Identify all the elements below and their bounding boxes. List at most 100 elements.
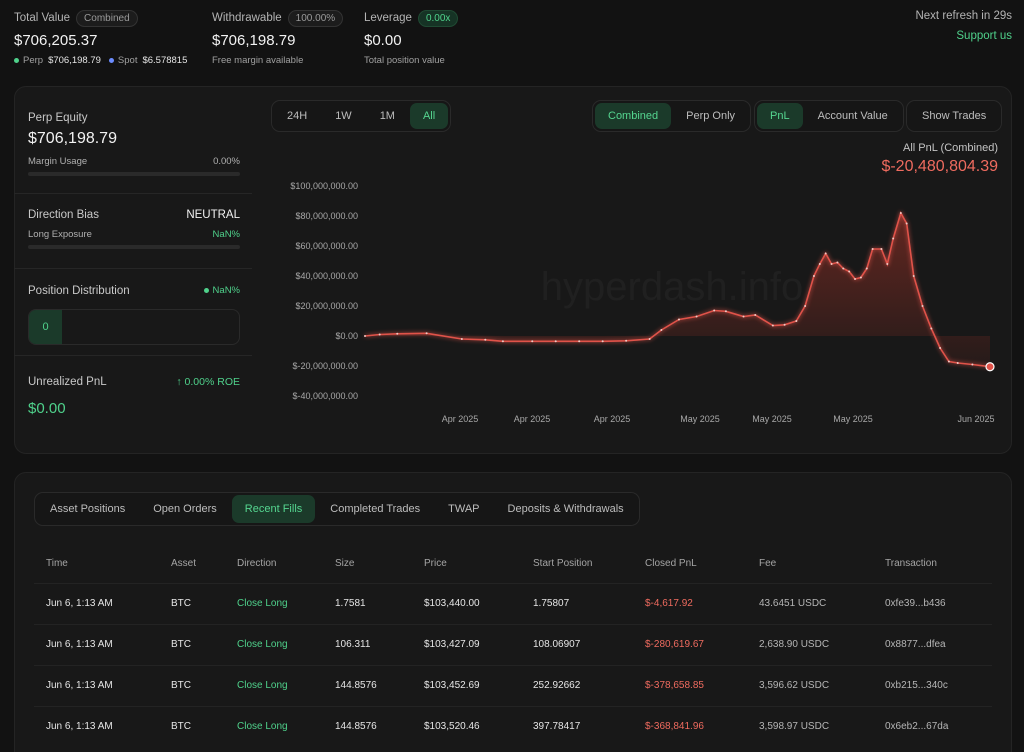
withdrawable-label: Withdrawable bbox=[212, 12, 282, 24]
withdrawable-badge: 100.00% bbox=[287, 9, 344, 27]
perp-only-button[interactable]: Perp Only bbox=[686, 110, 736, 122]
pnl-chart[interactable]: hyperdash.info $100,000,000.00 $80,000,00… bbox=[270, 140, 1010, 440]
column-header[interactable]: Closed PnL bbox=[645, 558, 697, 569]
tab-twap[interactable]: TWAP bbox=[448, 503, 480, 515]
pnl-point bbox=[501, 340, 504, 343]
column-header[interactable]: Size bbox=[335, 558, 355, 569]
pnl-point bbox=[660, 329, 663, 331]
pnl-button[interactable]: PnL bbox=[757, 103, 803, 129]
y-tick-label: $-40,000,000.00 bbox=[292, 391, 358, 401]
transaction-link[interactable]: 0x6eb2...67da bbox=[885, 721, 949, 732]
pnl-point bbox=[865, 267, 868, 270]
y-tick-label: $20,000,000.00 bbox=[295, 301, 358, 311]
table-cell: $103,427.09 bbox=[424, 639, 480, 650]
range-1w-button[interactable]: 1W bbox=[335, 110, 352, 122]
tab-completed-trades[interactable]: Completed Trades bbox=[330, 503, 421, 515]
x-tick-label: Jun 2025 bbox=[957, 414, 994, 424]
pnl-point bbox=[886, 263, 889, 265]
pnl-point bbox=[859, 276, 862, 279]
leverage-label: Leverage bbox=[364, 12, 412, 24]
table-cell: Close Long bbox=[237, 598, 288, 609]
pnl-point bbox=[795, 320, 798, 322]
pnl-line bbox=[364, 210, 991, 368]
pnl-point bbox=[396, 332, 399, 335]
column-header[interactable]: Start Position bbox=[533, 558, 593, 569]
pnl-point bbox=[783, 323, 786, 326]
pnl-point bbox=[921, 305, 924, 307]
column-header[interactable]: Direction bbox=[237, 558, 277, 569]
x-tick-label: May 2025 bbox=[833, 414, 873, 424]
position-distribution-value: NaN% bbox=[212, 285, 240, 296]
total-value-stat: Total Value Combined $706,205.37 Perp $70… bbox=[14, 9, 188, 66]
show-trades-button[interactable]: Show Trades bbox=[922, 110, 987, 122]
transaction-link[interactable]: 0x8877...dfea bbox=[885, 639, 946, 650]
table-cell: BTC bbox=[171, 721, 191, 732]
column-header[interactable]: Fee bbox=[759, 558, 777, 569]
combined-button[interactable]: Combined bbox=[595, 103, 672, 129]
pnl-point bbox=[947, 360, 950, 363]
tab-open-orders[interactable]: Open Orders bbox=[153, 503, 217, 515]
support-link[interactable]: Support us bbox=[956, 30, 1012, 42]
pnl-point bbox=[531, 340, 534, 343]
chart-title: All PnL (Combined) bbox=[903, 142, 998, 154]
total-value: $706,205.37 bbox=[14, 32, 98, 49]
pnl-point bbox=[956, 362, 959, 364]
row-divider bbox=[34, 583, 992, 584]
pnl-point bbox=[364, 335, 366, 337]
long-exposure-value: NaN% bbox=[212, 229, 240, 240]
transaction-link[interactable]: 0xb215...340c bbox=[885, 680, 948, 691]
row-divider bbox=[34, 624, 992, 625]
leverage-stat: Leverage 0.00x $0.00 Total position value bbox=[364, 9, 459, 66]
pnl-point bbox=[648, 338, 651, 340]
refresh-area: Next refresh in 29s Support us bbox=[915, 10, 1012, 42]
unrealized-pnl-value: $0.00 bbox=[28, 400, 66, 417]
pnl-point bbox=[742, 315, 745, 318]
range-all-button[interactable]: All bbox=[409, 103, 449, 129]
table-cell: 1.7581 bbox=[335, 598, 366, 609]
pnl-point bbox=[880, 248, 883, 250]
account-value-button[interactable]: Account Value bbox=[817, 110, 888, 122]
pnl-point bbox=[754, 314, 757, 316]
column-header[interactable]: Time bbox=[46, 558, 68, 569]
range-24h-button[interactable]: 24H bbox=[287, 110, 308, 122]
direction-bias-value: NEUTRAL bbox=[186, 209, 240, 221]
leverage-sub: Total position value bbox=[364, 55, 445, 66]
withdrawable-value: $706,198.79 bbox=[212, 32, 296, 49]
tab-asset-positions[interactable]: Asset Positions bbox=[50, 503, 126, 515]
table-cell: BTC bbox=[171, 680, 191, 691]
range-1m-button[interactable]: 1M bbox=[379, 110, 395, 122]
tab-deposits-withdrawals[interactable]: Deposits & Withdrawals bbox=[507, 503, 624, 515]
pnl-point bbox=[971, 363, 974, 366]
direction-bias-block: Direction Bias NEUTRAL Long Exposure NaN% bbox=[28, 209, 240, 249]
table-cell: BTC bbox=[171, 639, 191, 650]
spot-value: $6.578815 bbox=[142, 55, 188, 66]
column-header[interactable]: Asset bbox=[171, 558, 197, 569]
column-header[interactable]: Price bbox=[424, 558, 447, 569]
y-tick-label: $-20,000,000.00 bbox=[292, 361, 358, 371]
pnl-point bbox=[804, 305, 807, 307]
transaction-link[interactable]: 0xfe39...b436 bbox=[885, 598, 946, 609]
perp-value: $706,198.79 bbox=[48, 55, 101, 66]
table-cell: 3,598.97 USDC bbox=[759, 721, 830, 732]
pnl-point bbox=[899, 212, 902, 214]
pnl-point bbox=[601, 340, 604, 343]
tab-recent-fills[interactable]: Recent Fills bbox=[231, 495, 316, 523]
table-cell: $103,440.00 bbox=[424, 598, 480, 609]
pnl-point bbox=[378, 333, 381, 336]
column-header[interactable]: Transaction bbox=[885, 558, 937, 569]
margin-usage-value: 0.00% bbox=[213, 156, 240, 167]
table-cell: $-4,617.92 bbox=[645, 598, 693, 609]
pnl-point bbox=[695, 315, 698, 318]
pnl-point bbox=[824, 252, 827, 255]
x-tick-label: May 2025 bbox=[752, 414, 792, 424]
table-cell: Close Long bbox=[237, 680, 288, 691]
perp-dot-icon bbox=[14, 57, 19, 63]
spot-dot-icon bbox=[108, 57, 114, 63]
table-cell: Jun 6, 1:13 AM bbox=[46, 598, 113, 609]
distribution-count: 0 bbox=[29, 310, 62, 344]
table-cell: Jun 6, 1:13 AM bbox=[46, 639, 113, 650]
portfolio-tabs: Asset Positions Open Orders Recent Fills… bbox=[34, 492, 640, 526]
table-cell: Jun 6, 1:13 AM bbox=[46, 721, 113, 732]
table-cell: 2,638.90 USDC bbox=[759, 639, 830, 650]
distribution-bar: 0 bbox=[28, 309, 240, 345]
